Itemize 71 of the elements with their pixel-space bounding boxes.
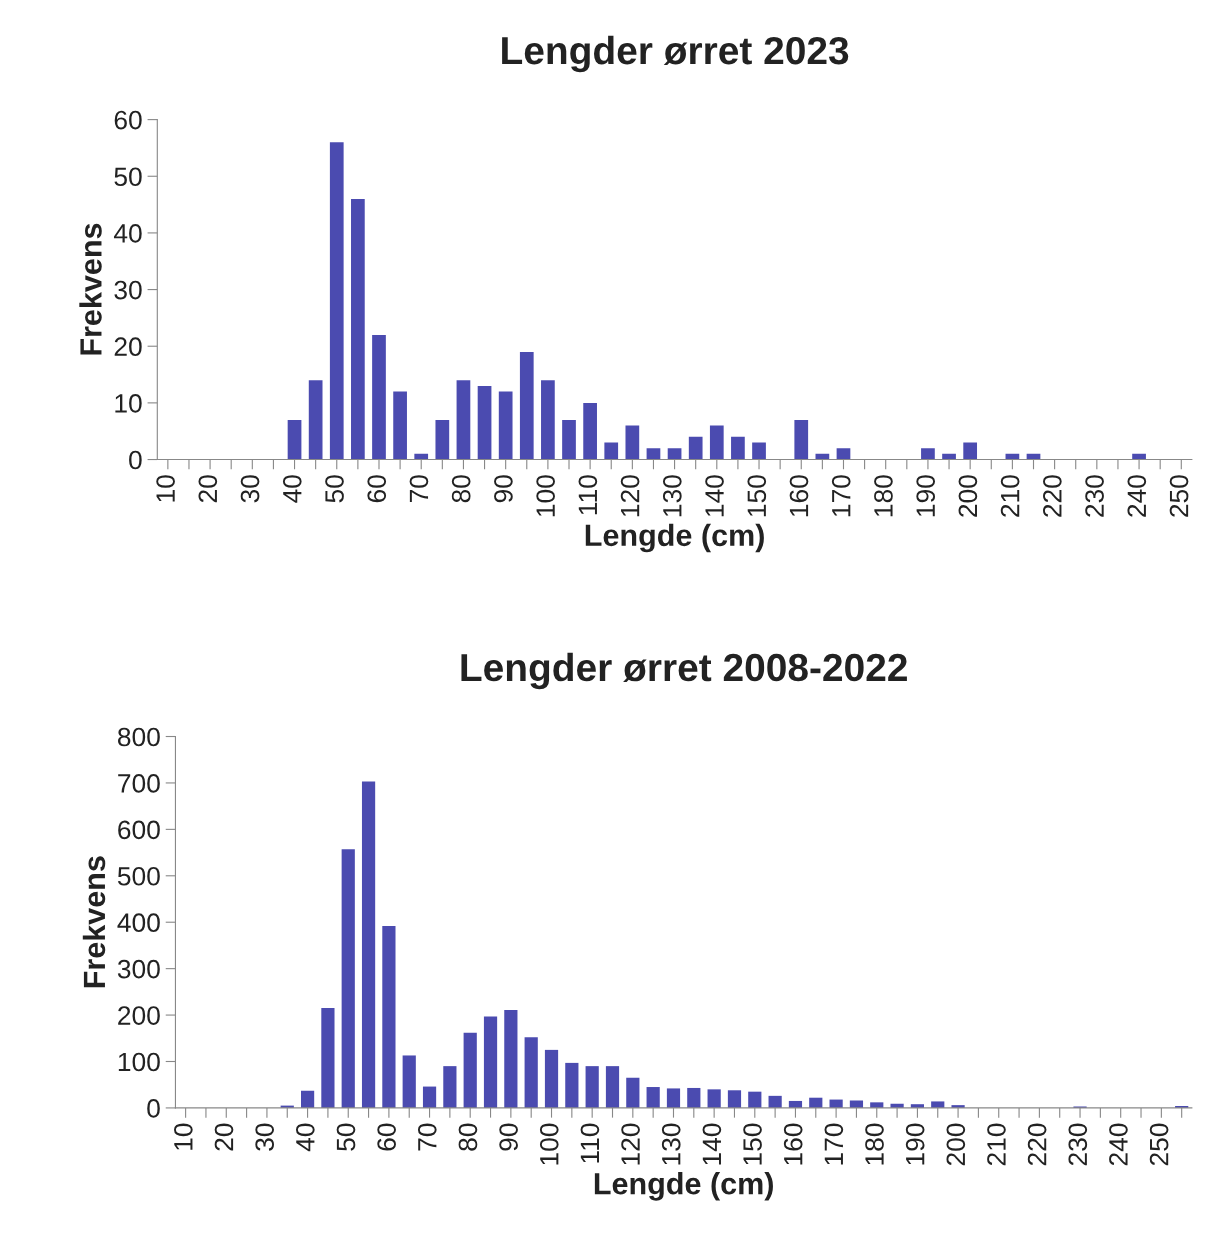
y-axis-title: Frekvens [82, 856, 106, 988]
x-tick-label: 130 [662, 475, 682, 517]
x-tick-label: 30 [240, 475, 260, 503]
y-tick-label: 100 [118, 1052, 160, 1072]
x-tick-label: 220 [1027, 1123, 1047, 1166]
x-tick-label: 170 [831, 475, 851, 517]
x-tick-label: 120 [621, 1123, 640, 1165]
x-tick-label: 80 [458, 1123, 478, 1151]
x-tick-label: 180 [874, 475, 893, 517]
x-tick-label: 20 [198, 475, 218, 503]
x-tick-label: 50 [336, 1123, 356, 1151]
x-tick-label: 160 [789, 475, 809, 517]
y-tick-label: 400 [117, 913, 160, 933]
y-tick-label: 600 [118, 820, 160, 840]
x-tick-label: 20 [214, 1123, 234, 1151]
x-tick-label: 100 [539, 1123, 559, 1165]
x-tick-label: 60 [377, 1123, 396, 1151]
y-tick-label: 800 [117, 727, 160, 747]
y-tick-label: 40 [113, 224, 142, 243]
x-tick-label: 50 [325, 475, 344, 503]
x-tick-label: 250 [1169, 475, 1189, 517]
x-tick-label: 10 [174, 1123, 193, 1150]
x-tick-label: 130 [661, 1123, 681, 1165]
x-tick-label: 140 [702, 1123, 722, 1165]
x-axis-title: Lengde (cm) [594, 1172, 773, 1201]
y-tick-label: 300 [117, 959, 160, 979]
x-tick-label: 90 [499, 1123, 518, 1151]
x-tick-label: 30 [255, 1123, 275, 1151]
x-tick-label: 90 [494, 475, 513, 503]
y-tick-label: 500 [117, 866, 160, 886]
y-tick-label: 50 [114, 167, 142, 187]
x-tick-label: 80 [451, 475, 471, 503]
x-tick-label: 220 [1043, 475, 1062, 517]
x-tick-label: 170 [824, 1123, 844, 1165]
x-tick-label: 230 [1068, 1123, 1088, 1166]
y-axis-title: Frekvens [79, 223, 102, 355]
x-tick-label: 140 [705, 475, 724, 517]
x-tick-label: 250 [1149, 1123, 1169, 1166]
x-tick-label: 210 [987, 1123, 1006, 1166]
y-tick-label: 60 [114, 110, 142, 130]
x-tick-label: 40 [282, 475, 302, 503]
x-tick-label: 110 [580, 1123, 600, 1163]
x-tick-label: 70 [409, 475, 429, 503]
y-tick-label: 0 [147, 1099, 160, 1118]
x-tick-label: 210 [1000, 475, 1020, 517]
x-tick-label: 190 [905, 1123, 925, 1165]
x-tick-label: 40 [295, 1123, 315, 1152]
x-tick-label: 180 [865, 1123, 884, 1165]
x-tick-label: 190 [916, 475, 936, 517]
x-tick-label: 240 [1109, 1123, 1128, 1166]
y-tick-label: 700 [118, 774, 160, 793]
x-tick-label: 150 [747, 475, 767, 517]
x-tick-label: 160 [783, 1123, 803, 1165]
y-tick-label: 200 [118, 1006, 160, 1025]
y-tick-label: 10 [115, 394, 142, 413]
x-tick-label: 230 [1085, 475, 1104, 517]
chart-title: Lengder ørret 2023 [502, 35, 849, 73]
y-tick-label: 30 [114, 280, 142, 300]
chart-title: Lengder ørret 2008-2022 [461, 652, 907, 690]
x-tick-label: 60 [367, 475, 387, 503]
y-tick-label: 20 [114, 337, 142, 357]
x-tick-label: 200 [946, 1123, 966, 1166]
y-tick-label: 0 [129, 450, 142, 470]
x-tick-label: 150 [743, 1123, 762, 1165]
x-tick-label: 100 [536, 475, 555, 517]
x-axis-title: Lengde (cm) [585, 523, 764, 553]
x-tick-label: 110 [578, 475, 598, 515]
x-tick-label: 240 [1127, 475, 1147, 517]
x-tick-label: 120 [620, 475, 640, 517]
x-tick-label: 70 [417, 1123, 437, 1151]
x-tick-label: 200 [958, 475, 978, 517]
